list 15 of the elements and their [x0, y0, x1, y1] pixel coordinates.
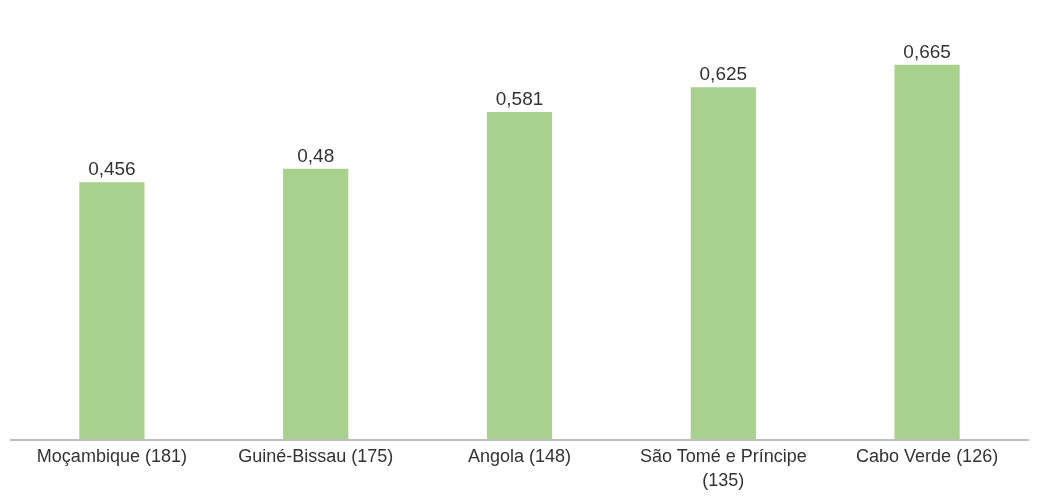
x-tick-label: Angola (148) — [467, 446, 572, 467]
x-tick-label: Guiné-Bissau (175) — [238, 446, 394, 467]
data-label: 0,48 — [297, 144, 335, 166]
x-tick-label: Moçambique (181) — [36, 446, 187, 467]
data-label: 0,625 — [699, 63, 748, 85]
x-tick-label: Cabo Verde (126) — [856, 446, 999, 467]
data-label: 0,581 — [495, 87, 544, 109]
x-tick-label: São Tomé e Príncipe (135) — [639, 446, 807, 490]
bar — [79, 182, 145, 439]
data-label: 0,456 — [88, 158, 136, 180]
bar — [283, 168, 349, 439]
data-label: 0,665 — [903, 40, 951, 62]
bar — [486, 111, 553, 439]
bar — [690, 87, 756, 439]
bar — [894, 64, 960, 439]
